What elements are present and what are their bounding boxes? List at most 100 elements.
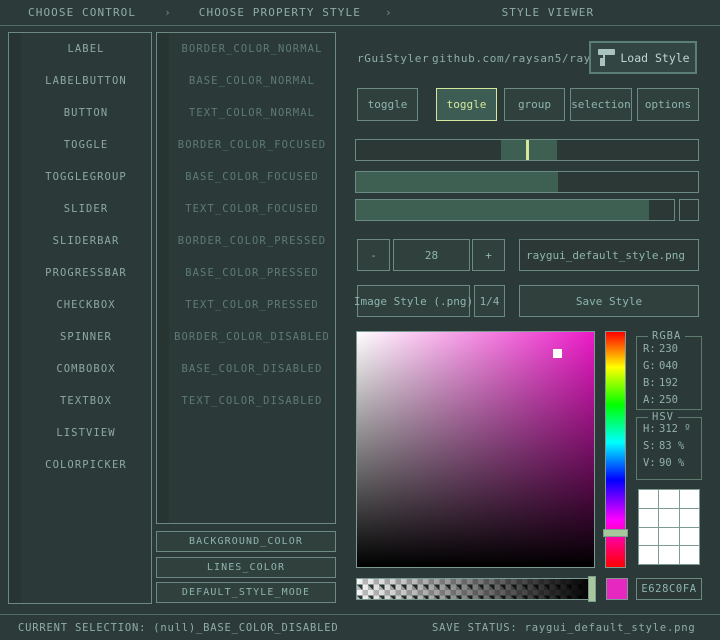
control-item-textbox[interactable]: TEXTBOX xyxy=(60,395,112,407)
hsv-value[interactable]: 83 % xyxy=(659,439,685,452)
palette-cell[interactable] xyxy=(679,490,699,508)
property-item-text-color-normal[interactable]: TEXT_COLOR_NORMAL xyxy=(188,107,316,119)
spinner-value[interactable]: 28 xyxy=(393,239,470,271)
property-item-border-color-disabled[interactable]: BORDER_COLOR_DISABLED xyxy=(174,331,330,343)
rgba-value[interactable]: 040 xyxy=(659,359,678,372)
controls-list-panel[interactable]: LABEL LABELBUTTON BUTTON TOGGLE TOGGLEGROUP S… xyxy=(8,32,152,604)
toggle-group-item-selection[interactable]: selection xyxy=(570,88,632,121)
rgba-value[interactable]: 230 xyxy=(659,342,678,355)
background-color-button[interactable]: BACKGROUND_COLOR xyxy=(156,531,336,552)
lines-color-button[interactable]: LINES_COLOR xyxy=(156,557,336,578)
property-item-border-color-normal[interactable]: BORDER_COLOR_NORMAL xyxy=(181,43,323,55)
repo-url-label: github.com/raysan5/raygui xyxy=(432,52,613,65)
rgba-row: A: 250 xyxy=(637,391,701,408)
properties-list-panel[interactable]: BORDER_COLOR_NORMAL BASE_COLOR_NORMAL TEXT… xyxy=(156,32,336,524)
breadcrumb-separator-2: › xyxy=(384,6,392,19)
rgba-value[interactable]: 192 xyxy=(659,376,678,389)
toggle-group-item-toggle[interactable]: toggle xyxy=(436,88,497,121)
palette-cell[interactable] xyxy=(659,508,679,527)
checkbox[interactable] xyxy=(679,199,699,221)
hsv-row: S: 83 % xyxy=(637,437,701,454)
rgba-group-title: RGBA xyxy=(648,330,686,342)
property-item-base-color-normal[interactable]: BASE_COLOR_NORMAL xyxy=(188,75,316,87)
property-item-text-color-focused[interactable]: TEXT_COLOR_FOCUSED xyxy=(185,203,319,215)
palette-cell[interactable] xyxy=(679,508,699,527)
hsv-group: HSV H: 312 º S: 83 % V: 90 % xyxy=(636,411,702,480)
properties-list: BORDER_COLOR_NORMAL BASE_COLOR_NORMAL TEXT… xyxy=(169,33,335,417)
rgba-key: R: xyxy=(643,342,656,355)
progressbar-fill xyxy=(356,200,649,220)
slider[interactable] xyxy=(355,139,699,161)
breadcrumb-choose-property-style[interactable]: CHOOSE PROPERTY STYLE xyxy=(198,6,361,19)
rgba-row: B: 192 xyxy=(637,374,701,391)
control-item-colorpicker[interactable]: COLORPICKER xyxy=(45,459,127,471)
control-item-labelbutton[interactable]: LABELBUTTON xyxy=(45,75,127,87)
property-item-text-color-disabled[interactable]: TEXT_COLOR_DISABLED xyxy=(181,395,323,407)
properties-scrollbar[interactable] xyxy=(157,33,169,523)
style-filename-input[interactable]: raygui_default_style.png xyxy=(519,239,699,271)
palette-cell[interactable] xyxy=(679,527,699,546)
alpha-slider-knob[interactable] xyxy=(588,576,596,602)
control-item-progressbar[interactable]: PROGRESSBAR xyxy=(45,267,127,279)
property-item-border-color-focused[interactable]: BORDER_COLOR_FOCUSED xyxy=(177,139,327,151)
breadcrumb-style-viewer[interactable]: STYLE VIEWER xyxy=(501,6,595,19)
image-style-button[interactable]: Image Style (.png) xyxy=(354,285,473,317)
breadcrumb-choose-control[interactable]: CHOOSE CONTROL xyxy=(28,6,137,19)
palette-cell[interactable] xyxy=(679,546,699,564)
control-item-spinner[interactable]: SPINNER xyxy=(60,331,112,343)
slider-fill-right xyxy=(529,140,557,160)
toggle-group-item-group[interactable]: group xyxy=(504,88,565,121)
spinner-decrement-button[interactable]: - xyxy=(357,239,390,271)
scale-combobox[interactable]: 1/4 xyxy=(474,285,505,317)
save-style-button[interactable]: Save Style xyxy=(519,285,699,317)
rgba-row: R: 230 xyxy=(637,340,701,357)
palette-cell[interactable] xyxy=(659,527,679,546)
property-item-border-color-pressed[interactable]: BORDER_COLOR_PRESSED xyxy=(177,235,327,247)
palette-cell[interactable] xyxy=(639,527,659,546)
property-item-text-color-pressed[interactable]: TEXT_COLOR_PRESSED xyxy=(185,299,319,311)
slider-knob[interactable] xyxy=(526,140,529,160)
control-item-label[interactable]: LABEL xyxy=(67,43,105,55)
app-name-label: rGuiStyler xyxy=(357,52,430,65)
sliderbar[interactable] xyxy=(355,171,699,193)
sliderbar-fill xyxy=(356,172,558,192)
palette-cell[interactable] xyxy=(659,546,679,564)
progressbar[interactable] xyxy=(355,199,675,221)
control-item-button[interactable]: BUTTON xyxy=(63,107,109,119)
toggle-button[interactable]: toggle xyxy=(357,88,418,121)
control-item-slider[interactable]: SLIDER xyxy=(63,203,109,215)
load-style-label: Load Style xyxy=(620,50,690,65)
paint-roller-icon xyxy=(596,49,616,66)
control-item-listview[interactable]: LISTVIEW xyxy=(56,427,116,439)
load-style-button[interactable]: Load Style xyxy=(589,41,697,74)
property-item-base-color-focused[interactable]: BASE_COLOR_FOCUSED xyxy=(185,171,319,183)
property-item-base-color-disabled[interactable]: BASE_COLOR_DISABLED xyxy=(181,363,323,375)
hex-color-input[interactable]: E628C0FA xyxy=(636,578,702,600)
selected-color-swatch xyxy=(606,578,628,600)
hue-slider-knob[interactable] xyxy=(603,529,628,537)
rgba-value[interactable]: 250 xyxy=(659,393,678,406)
toggle-group-item-options[interactable]: options xyxy=(637,88,699,121)
saturation-value-picker[interactable] xyxy=(356,331,595,568)
palette-cell[interactable] xyxy=(659,490,679,508)
spinner-increment-button[interactable]: + xyxy=(472,239,505,271)
palette-cell[interactable] xyxy=(639,490,659,508)
controls-scrollbar[interactable] xyxy=(9,33,21,603)
control-item-togglegroup[interactable]: TOGGLEGROUP xyxy=(45,171,127,183)
hsv-value[interactable]: 90 % xyxy=(659,456,685,469)
control-item-checkbox[interactable]: CHECKBOX xyxy=(56,299,116,311)
current-selection-status: CURRENT SELECTION: (null)_BASE_COLOR_DIS… xyxy=(18,622,339,634)
hsv-value[interactable]: 312 º xyxy=(659,422,691,435)
palette-cell[interactable] xyxy=(639,508,659,527)
palette-cell[interactable] xyxy=(639,546,659,564)
color-palette-grid[interactable] xyxy=(638,489,700,565)
default-style-mode-button[interactable]: DEFAULT_STYLE_MODE xyxy=(156,582,336,603)
control-item-combobox[interactable]: COMBOBOX xyxy=(56,363,116,375)
hue-slider[interactable] xyxy=(605,331,626,568)
property-item-base-color-pressed[interactable]: BASE_COLOR_PRESSED xyxy=(185,267,319,279)
saturation-value-cursor[interactable] xyxy=(553,349,562,358)
alpha-slider[interactable] xyxy=(356,578,595,600)
control-item-sliderbar[interactable]: SLIDERBAR xyxy=(52,235,120,247)
control-item-toggle[interactable]: TOGGLE xyxy=(63,139,109,151)
slider-fill-left xyxy=(501,140,530,160)
